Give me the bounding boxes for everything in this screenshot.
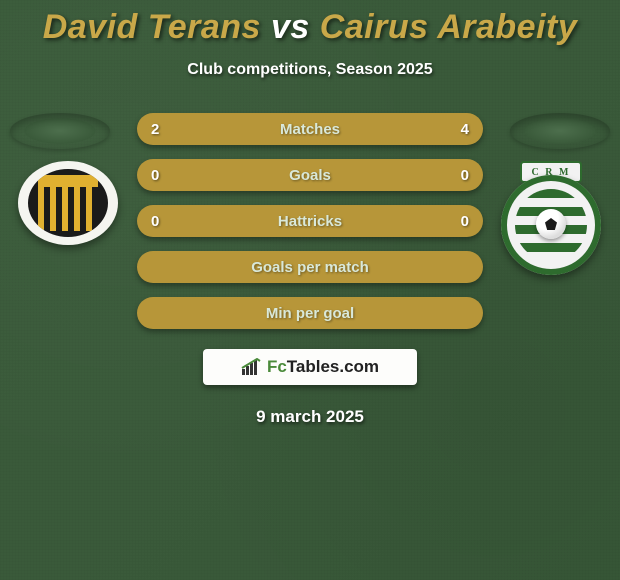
- stat-value-right: 0: [461, 213, 469, 230]
- soccer-ball-icon: [536, 209, 566, 239]
- brand-suffix: Tables.com: [287, 357, 379, 376]
- stat-value-right: 0: [461, 167, 469, 184]
- stat-label: Goals per match: [251, 259, 369, 276]
- crest-left: [18, 161, 118, 245]
- stat-bar: Goals per match: [137, 251, 483, 283]
- stat-bar: 0 Hattricks 0: [137, 205, 483, 237]
- vs-text: vs: [271, 8, 310, 46]
- page-title: David Terans vs Cairus Arabeity: [0, 8, 620, 47]
- date-text: 9 march 2025: [0, 407, 620, 427]
- stat-bars: 2 Matches 4 0 Goals 0 0 Hattricks 0 Goals per mat…: [137, 113, 483, 329]
- racing-shield-icon: C R M: [498, 161, 604, 275]
- stat-value-left: 0: [151, 167, 159, 184]
- stats-zone: C R M 2 Matches 4 0 Goals 0 0 Hattricks 0 Goals p…: [0, 113, 620, 329]
- player2-name: Cairus Arabeity: [320, 8, 578, 46]
- penarol-shield-icon: [18, 161, 118, 245]
- stat-label: Min per goal: [266, 305, 354, 322]
- stat-value-right: 4: [461, 121, 469, 138]
- brand-prefix: Fc: [267, 357, 287, 376]
- stat-label: Hattricks: [278, 213, 342, 230]
- stat-label: Goals: [289, 167, 331, 184]
- stat-bar: 0 Goals 0: [137, 159, 483, 191]
- stat-bar: Min per goal: [137, 297, 483, 329]
- marker-left: [10, 113, 110, 149]
- brand-box[interactable]: FcTables.com: [203, 349, 417, 385]
- marker-right: [510, 113, 610, 149]
- bar-chart-icon: [241, 358, 263, 376]
- content-root: David Terans vs Cairus Arabeity Club com…: [0, 0, 620, 427]
- stat-label: Matches: [280, 121, 340, 138]
- subtitle: Club competitions, Season 2025: [0, 61, 620, 79]
- brand-text: FcTables.com: [267, 357, 379, 377]
- stat-bar: 2 Matches 4: [137, 113, 483, 145]
- stat-value-left: 0: [151, 213, 159, 230]
- crest-right: C R M: [498, 161, 604, 275]
- player1-name: David Terans: [43, 8, 261, 46]
- stat-value-left: 2: [151, 121, 159, 138]
